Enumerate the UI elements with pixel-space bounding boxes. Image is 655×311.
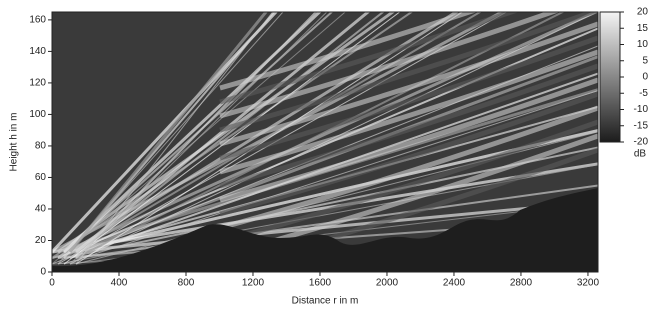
colorbar-tick-label: 10 — [637, 39, 649, 50]
colorbar-tick-label: -5 — [639, 88, 648, 99]
x-tick-label: 2000 — [376, 278, 399, 289]
x-tick-label: 2800 — [510, 278, 533, 289]
x-tick-label: 400 — [111, 278, 128, 289]
colorbar-tick-label: 15 — [637, 23, 649, 34]
colorbar-tick-label: -20 — [634, 137, 649, 148]
y-tick-label: 120 — [29, 78, 46, 89]
colorbar-tick-label: 20 — [637, 7, 649, 18]
x-tick-label: 1600 — [309, 278, 332, 289]
colorbar-tick-label: -10 — [634, 104, 649, 115]
y-tick-label: 40 — [35, 204, 47, 215]
page: dB Distance r in m Height h in m 0 20 40 60… — [0, 0, 655, 311]
x-axis-label: Distance r in m — [292, 296, 359, 307]
y-tick-label: 140 — [29, 46, 46, 57]
colorbar — [600, 12, 620, 142]
y-tick-label: 160 — [29, 15, 46, 26]
y-tick-label: 60 — [35, 172, 47, 183]
chart: dB Distance r in m Height h in m 0 20 40 60… — [0, 0, 655, 311]
colorbar-tick-label: 5 — [642, 55, 648, 66]
x-tick-label: 1200 — [242, 278, 265, 289]
colorbar-tick-label: -15 — [634, 120, 649, 131]
y-axis-label: Height h in m — [9, 113, 20, 172]
y-tick-label: 80 — [35, 141, 47, 152]
y-tick-label: 20 — [35, 235, 47, 246]
colorbar-tick-label: 0 — [642, 72, 648, 83]
x-tick-label: 0 — [49, 278, 55, 289]
y-tick-label: 0 — [40, 267, 46, 278]
x-tick-label: 3200 — [577, 278, 600, 289]
x-tick-label: 2400 — [443, 278, 466, 289]
x-tick-label: 800 — [178, 278, 195, 289]
colorbar-label: dB — [634, 149, 647, 160]
y-tick-label: 100 — [29, 109, 46, 120]
